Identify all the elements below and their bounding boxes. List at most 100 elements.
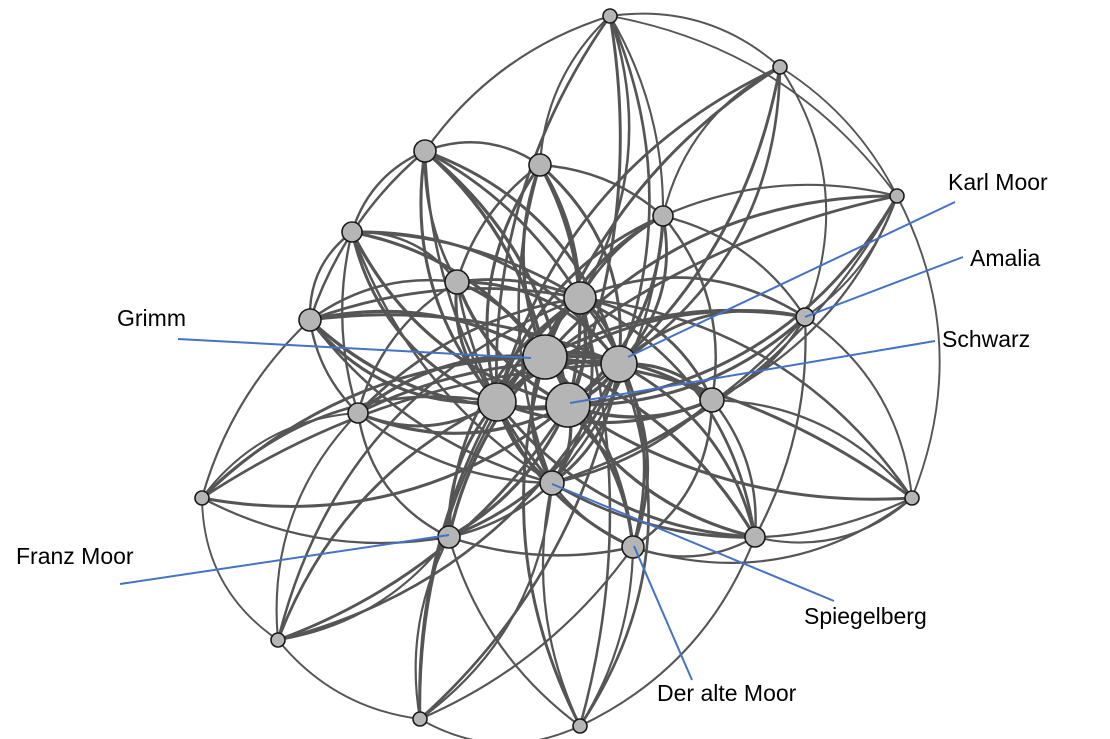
edge (550, 194, 899, 485)
leader-schwarz (569, 340, 936, 404)
edge (447, 535, 635, 557)
edge (495, 65, 782, 404)
leader-spiegelberg (551, 483, 835, 602)
character-node (347, 402, 369, 424)
edge (522, 355, 582, 728)
character-node (477, 382, 517, 422)
edge (356, 296, 582, 415)
edge (631, 398, 714, 549)
edge (495, 214, 665, 404)
character-node (194, 490, 210, 506)
node-labels: Karl Moor Amalia Grimm Schwarz Franz Moo… (16, 169, 1048, 706)
edge (609, 12, 781, 68)
edge (200, 318, 312, 500)
character-node (699, 387, 725, 413)
edge (578, 535, 757, 728)
edge (710, 398, 914, 500)
character-node (652, 205, 674, 227)
label-amalia: Amalia (970, 245, 1041, 271)
edge (277, 639, 421, 720)
edge (543, 194, 899, 359)
character-node (528, 153, 552, 177)
edge (543, 65, 782, 359)
character-node (772, 59, 788, 75)
edge (550, 481, 914, 539)
edge (578, 545, 635, 728)
edge (578, 296, 757, 539)
edge (455, 163, 542, 284)
edge (608, 14, 651, 366)
edge (275, 411, 360, 642)
edge (609, 15, 898, 197)
edge (308, 313, 621, 366)
edge (617, 65, 782, 366)
character-node (572, 718, 588, 734)
label-karl-moor: Karl Moor (948, 169, 1048, 195)
character-node (413, 139, 437, 163)
edge (617, 362, 757, 539)
edge (350, 230, 499, 404)
network-nodes (194, 8, 920, 734)
edge (200, 395, 499, 500)
edge (538, 163, 665, 218)
leader-amalia (804, 256, 964, 318)
character-node (602, 8, 618, 24)
edge (566, 403, 914, 501)
edge (543, 355, 757, 539)
character-node (298, 308, 322, 332)
edge (276, 400, 499, 642)
edge (418, 481, 554, 721)
edge (308, 318, 554, 485)
edge (710, 194, 899, 402)
character-node (744, 526, 766, 548)
edge (341, 230, 360, 415)
edge (200, 496, 451, 545)
edge (201, 497, 279, 641)
edge (418, 400, 499, 721)
edge (495, 14, 612, 404)
character-node (563, 281, 597, 315)
label-der-alte-moor: Der alte Moor (657, 680, 797, 706)
character-node (270, 632, 286, 648)
edge (350, 230, 570, 407)
edge (308, 278, 459, 322)
edge (200, 411, 360, 500)
edge (414, 535, 451, 721)
edge (350, 230, 554, 485)
leader-karl-moor (627, 201, 956, 358)
edge (356, 411, 451, 539)
label-schwarz: Schwarz (942, 326, 1030, 352)
character-node (444, 269, 470, 295)
character-node (539, 470, 565, 496)
edge (423, 14, 612, 153)
edge (350, 149, 427, 234)
edge (276, 535, 451, 642)
leader-franz-moor (119, 534, 450, 585)
edge (566, 65, 782, 407)
edge (661, 65, 782, 218)
edge (578, 14, 631, 300)
edge (200, 403, 570, 508)
character-node (412, 711, 428, 727)
character-node (341, 221, 363, 243)
edge (447, 535, 582, 728)
edge (566, 214, 665, 407)
edge (423, 149, 459, 284)
edge (447, 362, 621, 539)
edge (418, 362, 621, 721)
character-node (545, 382, 591, 428)
edge (418, 545, 635, 721)
edge (753, 315, 807, 539)
edge (356, 411, 554, 485)
character-node (600, 345, 638, 383)
label-leader-lines (119, 201, 964, 681)
edge (356, 280, 459, 415)
edge (423, 141, 542, 167)
edge (661, 214, 717, 402)
edge (778, 65, 828, 319)
character-node (621, 535, 645, 559)
edge (276, 296, 582, 642)
leader-grimm (177, 338, 532, 359)
edge (538, 163, 622, 366)
